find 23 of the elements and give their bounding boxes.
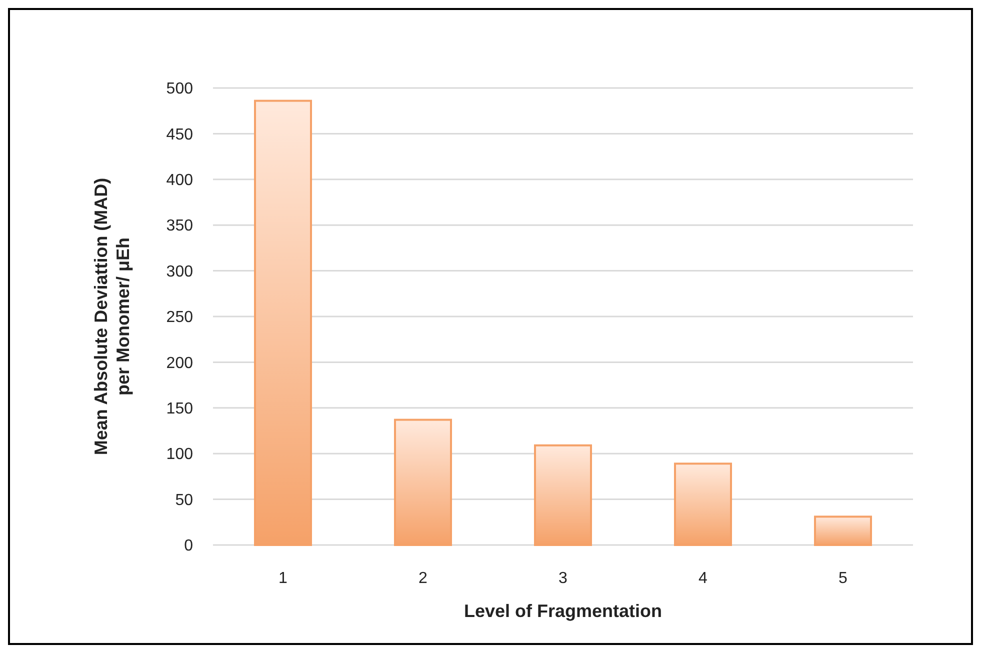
y-tick-label: 450 <box>166 126 194 144</box>
bar <box>394 418 452 546</box>
x-tick-label: 2 <box>418 570 428 587</box>
bar <box>254 100 312 546</box>
y-tick-label: 400 <box>166 172 194 189</box>
y-tick-label: 200 <box>166 354 194 372</box>
x-tick-label: 3 <box>558 570 568 587</box>
y-tick-label: 50 <box>175 492 194 509</box>
x-tick-label: 1 <box>278 570 288 587</box>
bar <box>674 462 732 546</box>
bar <box>814 516 872 546</box>
y-axis-title: Mean Absolute Deviattion (MAD) per Monomer/ μEh <box>91 178 133 456</box>
y-tick-label: 300 <box>166 263 194 280</box>
x-tick-label: 4 <box>698 570 708 587</box>
bar <box>534 444 592 546</box>
x-axis-title: Level of Fragmentation <box>464 601 662 621</box>
y-tick-label: 100 <box>166 446 194 464</box>
y-tick-label: 350 <box>166 218 194 235</box>
y-tick-label: 250 <box>166 309 194 326</box>
y-tick-label: 500 <box>166 80 194 98</box>
x-tick-label: 5 <box>838 570 848 587</box>
y-tick-label: 150 <box>166 400 194 418</box>
y-tick-label: 0 <box>184 538 194 555</box>
